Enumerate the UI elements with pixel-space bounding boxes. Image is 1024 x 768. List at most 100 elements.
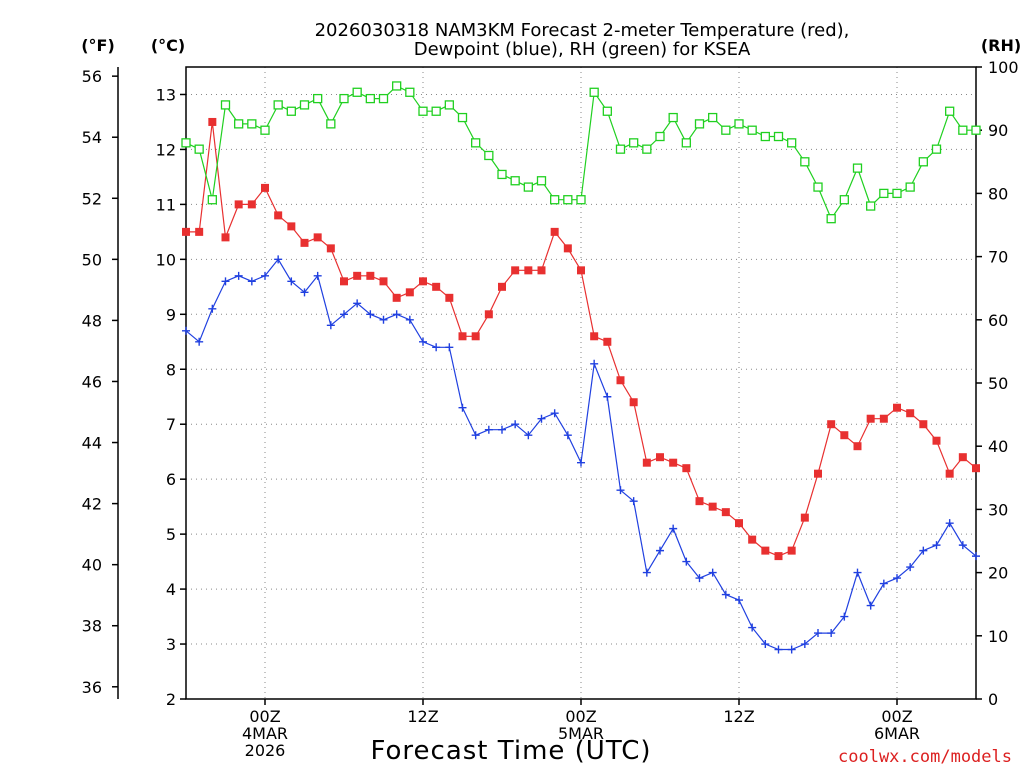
x-tick-label: 6MAR [874, 724, 920, 743]
temperature-point [932, 436, 941, 445]
dewpoint-point [656, 546, 664, 555]
rh-point [550, 195, 560, 205]
temperature-point [300, 238, 309, 247]
celsius-tick-label: 7 [166, 415, 176, 434]
dewpoint-point [814, 629, 822, 638]
celsius-tick-label: 3 [166, 635, 176, 654]
rh-point [405, 87, 415, 97]
rh-point [457, 112, 468, 123]
dewpoint-point [458, 403, 467, 412]
celsius-tick-label: 8 [166, 360, 176, 379]
dewpoint-point [234, 271, 243, 280]
rh-tick-label: 20 [988, 564, 1008, 583]
credit-label: coolwx.com/models [838, 747, 1012, 767]
dewpoint-point [471, 431, 480, 440]
x-tick-label: 12Z [723, 707, 754, 726]
dewpoint-point [392, 310, 401, 319]
dewpoint-point [208, 304, 217, 313]
temperature-point [695, 497, 704, 506]
rh-point [931, 144, 942, 154]
dewpoint-point [182, 326, 190, 335]
grid-lines [186, 67, 976, 700]
dewpoint-point [840, 612, 849, 621]
rh-tick-label: 90 [988, 121, 1008, 140]
temperature-point [563, 244, 572, 253]
rh-unit-label: (RH) [981, 36, 1021, 55]
temperature-point [629, 398, 638, 407]
temperature-point [853, 442, 862, 451]
temperature-point [445, 293, 454, 302]
rh-point [813, 182, 823, 192]
rh-point [181, 138, 191, 148]
celsius-tick-label: 5 [166, 525, 176, 544]
dewpoint-point [484, 425, 493, 434]
dewpoint-point [498, 425, 506, 434]
dewpoint-series [182, 255, 980, 654]
temperature-point [340, 277, 348, 286]
rh-tick-label: 70 [988, 248, 1008, 267]
dewpoint-point [721, 590, 730, 599]
dewpoint-point [972, 552, 980, 561]
temperature-point [182, 227, 190, 236]
chart-title-line-2: Dewpoint (blue), RH (green) for KSEA [414, 39, 751, 60]
rh-point [708, 112, 718, 123]
rh-point [905, 182, 915, 192]
dewpoint-point [642, 568, 651, 577]
rh-point [352, 87, 362, 97]
dewpoint-point [550, 409, 559, 418]
dewpoint-point [603, 392, 612, 401]
temperature-point [261, 183, 269, 192]
celsius-tick-label: 12 [156, 140, 176, 159]
dewpoint-point [682, 557, 691, 566]
temperature-point [405, 288, 414, 297]
temperature-point [247, 200, 256, 209]
temperature-point [392, 293, 401, 302]
temperature-point [708, 502, 717, 511]
temperature-point [326, 244, 335, 253]
temperature-point [748, 535, 757, 544]
temperature-point [590, 332, 599, 341]
rh-point [800, 157, 810, 167]
temperature-point [537, 266, 546, 275]
temperature-point [682, 464, 691, 473]
x-tick-label: 00Z [881, 707, 912, 726]
rh-point [589, 87, 599, 97]
dewpoint-point [511, 420, 520, 429]
dewpoint-point [524, 431, 533, 440]
rh-point [852, 163, 863, 173]
dewpoint-point [853, 568, 862, 577]
fahrenheit-tick-label: 44 [82, 434, 102, 453]
rh-point [773, 131, 784, 142]
rh-point [892, 188, 902, 199]
rh-point [207, 195, 217, 205]
temperature-point [287, 222, 296, 231]
temperature-point [313, 233, 322, 242]
rh-point [497, 169, 507, 180]
dewpoint-point [432, 343, 441, 352]
temperature-point [511, 266, 520, 275]
celsius-tick-label: 10 [156, 250, 176, 269]
dewpoint-point [537, 414, 546, 423]
dewpoint-point [247, 277, 256, 286]
dewpoint-point [893, 574, 901, 583]
fahrenheit-tick-label: 46 [82, 372, 102, 391]
rh-point [326, 119, 336, 129]
fahrenheit-unit-label: (°F) [81, 36, 115, 55]
rh-point [510, 176, 520, 186]
rh-point [866, 201, 876, 211]
dewpoint-point [932, 541, 941, 550]
temperature-point [603, 337, 612, 346]
celsius-tick-label: 9 [166, 305, 176, 324]
temperature-point [656, 453, 664, 462]
rh-point [418, 106, 428, 116]
temperature-point [498, 282, 506, 291]
dewpoint-point [748, 623, 757, 632]
dewpoint-point [313, 271, 322, 280]
celsius-tick-label: 13 [156, 85, 176, 104]
rh-point [247, 119, 257, 129]
rh-point [234, 119, 244, 129]
rh-point [563, 195, 573, 205]
rh-point [471, 138, 481, 148]
rh-point [615, 144, 626, 154]
temperature-point [484, 310, 493, 319]
